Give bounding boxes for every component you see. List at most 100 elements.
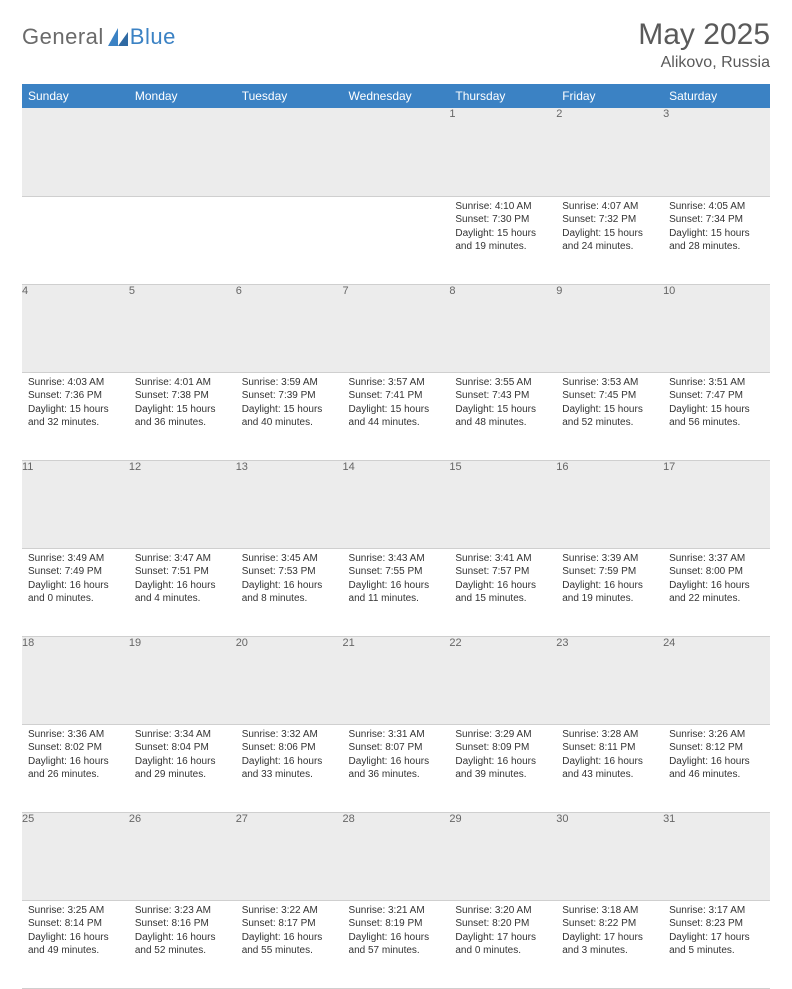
day-number-cell: 29 [449, 812, 556, 900]
day-number-cell: 31 [663, 812, 770, 900]
day-number-cell: 1 [449, 108, 556, 196]
day-number-cell: 18 [22, 636, 129, 724]
day-body: Sunrise: 3:31 AMSunset: 8:07 PMDaylight:… [343, 725, 450, 788]
day-number-cell: 27 [236, 812, 343, 900]
day-cell: Sunrise: 3:22 AMSunset: 8:17 PMDaylight:… [236, 900, 343, 988]
day-body: Sunrise: 3:37 AMSunset: 8:00 PMDaylight:… [663, 549, 770, 612]
week-row: Sunrise: 4:10 AMSunset: 7:30 PMDaylight:… [22, 196, 770, 284]
day-number-cell: 3 [663, 108, 770, 196]
day-body: Sunrise: 3:59 AMSunset: 7:39 PMDaylight:… [236, 373, 343, 436]
day-cell: Sunrise: 3:53 AMSunset: 7:45 PMDaylight:… [556, 372, 663, 460]
weekday-header: Wednesday [343, 84, 450, 108]
day-cell: Sunrise: 3:55 AMSunset: 7:43 PMDaylight:… [449, 372, 556, 460]
day-cell: Sunrise: 3:17 AMSunset: 8:23 PMDaylight:… [663, 900, 770, 988]
day-number-cell: 2 [556, 108, 663, 196]
day-number-cell: 23 [556, 636, 663, 724]
header: General Blue May 2025 Alikovo, Russia [22, 18, 770, 72]
day-body: Sunrise: 4:07 AMSunset: 7:32 PMDaylight:… [556, 197, 663, 260]
day-number-row: 45678910 [22, 284, 770, 372]
day-number-cell: 5 [129, 284, 236, 372]
day-number-cell: 7 [343, 284, 450, 372]
day-body: Sunrise: 3:28 AMSunset: 8:11 PMDaylight:… [556, 725, 663, 788]
day-number-cell: 16 [556, 460, 663, 548]
day-cell: Sunrise: 3:59 AMSunset: 7:39 PMDaylight:… [236, 372, 343, 460]
weekday-header: Friday [556, 84, 663, 108]
calendar-header-row: SundayMondayTuesdayWednesdayThursdayFrid… [22, 84, 770, 108]
day-body: Sunrise: 3:18 AMSunset: 8:22 PMDaylight:… [556, 901, 663, 964]
day-body: Sunrise: 4:05 AMSunset: 7:34 PMDaylight:… [663, 197, 770, 260]
day-number-row: 123 [22, 108, 770, 196]
calendar-table: SundayMondayTuesdayWednesdayThursdayFrid… [22, 84, 770, 989]
day-cell: Sunrise: 3:39 AMSunset: 7:59 PMDaylight:… [556, 548, 663, 636]
day-cell: Sunrise: 3:26 AMSunset: 8:12 PMDaylight:… [663, 724, 770, 812]
day-body: Sunrise: 3:53 AMSunset: 7:45 PMDaylight:… [556, 373, 663, 436]
day-body: Sunrise: 4:10 AMSunset: 7:30 PMDaylight:… [449, 197, 556, 260]
day-cell [343, 196, 450, 284]
day-number-cell: 28 [343, 812, 450, 900]
day-cell: Sunrise: 4:07 AMSunset: 7:32 PMDaylight:… [556, 196, 663, 284]
day-cell: Sunrise: 3:43 AMSunset: 7:55 PMDaylight:… [343, 548, 450, 636]
day-cell: Sunrise: 3:28 AMSunset: 8:11 PMDaylight:… [556, 724, 663, 812]
day-number-cell: 15 [449, 460, 556, 548]
day-number-cell: 8 [449, 284, 556, 372]
day-number-cell: 24 [663, 636, 770, 724]
day-number-cell: 6 [236, 284, 343, 372]
day-number-cell: 12 [129, 460, 236, 548]
day-number-cell: 10 [663, 284, 770, 372]
day-number-cell: 9 [556, 284, 663, 372]
month-title: May 2025 [638, 18, 770, 52]
day-number-cell [129, 108, 236, 196]
day-body: Sunrise: 3:55 AMSunset: 7:43 PMDaylight:… [449, 373, 556, 436]
day-cell: Sunrise: 4:01 AMSunset: 7:38 PMDaylight:… [129, 372, 236, 460]
day-number-cell: 20 [236, 636, 343, 724]
day-cell: Sunrise: 3:45 AMSunset: 7:53 PMDaylight:… [236, 548, 343, 636]
week-row: Sunrise: 3:49 AMSunset: 7:49 PMDaylight:… [22, 548, 770, 636]
day-body: Sunrise: 3:41 AMSunset: 7:57 PMDaylight:… [449, 549, 556, 612]
day-body: Sunrise: 3:25 AMSunset: 8:14 PMDaylight:… [22, 901, 129, 964]
day-number-cell: 25 [22, 812, 129, 900]
day-cell: Sunrise: 3:18 AMSunset: 8:22 PMDaylight:… [556, 900, 663, 988]
day-number-cell: 30 [556, 812, 663, 900]
day-body: Sunrise: 3:57 AMSunset: 7:41 PMDaylight:… [343, 373, 450, 436]
logo-text-blue: Blue [130, 24, 176, 50]
day-body: Sunrise: 3:39 AMSunset: 7:59 PMDaylight:… [556, 549, 663, 612]
day-number-row: 18192021222324 [22, 636, 770, 724]
day-number-cell [236, 108, 343, 196]
day-number-cell [343, 108, 450, 196]
weekday-header: Thursday [449, 84, 556, 108]
day-cell: Sunrise: 3:21 AMSunset: 8:19 PMDaylight:… [343, 900, 450, 988]
day-body: Sunrise: 4:01 AMSunset: 7:38 PMDaylight:… [129, 373, 236, 436]
day-number-cell: 19 [129, 636, 236, 724]
day-number-cell: 13 [236, 460, 343, 548]
day-number-cell: 26 [129, 812, 236, 900]
day-cell [236, 196, 343, 284]
day-cell: Sunrise: 3:57 AMSunset: 7:41 PMDaylight:… [343, 372, 450, 460]
day-cell: Sunrise: 3:31 AMSunset: 8:07 PMDaylight:… [343, 724, 450, 812]
week-row: Sunrise: 4:03 AMSunset: 7:36 PMDaylight:… [22, 372, 770, 460]
day-cell: Sunrise: 3:34 AMSunset: 8:04 PMDaylight:… [129, 724, 236, 812]
weekday-header: Tuesday [236, 84, 343, 108]
day-body: Sunrise: 3:51 AMSunset: 7:47 PMDaylight:… [663, 373, 770, 436]
day-body: Sunrise: 3:21 AMSunset: 8:19 PMDaylight:… [343, 901, 450, 964]
day-number-row: 25262728293031 [22, 812, 770, 900]
day-body: Sunrise: 3:47 AMSunset: 7:51 PMDaylight:… [129, 549, 236, 612]
day-cell: Sunrise: 4:05 AMSunset: 7:34 PMDaylight:… [663, 196, 770, 284]
day-body: Sunrise: 3:26 AMSunset: 8:12 PMDaylight:… [663, 725, 770, 788]
day-number-cell [22, 108, 129, 196]
day-number-cell: 4 [22, 284, 129, 372]
logo-mark-icon [108, 28, 128, 46]
day-body: Sunrise: 3:49 AMSunset: 7:49 PMDaylight:… [22, 549, 129, 612]
day-body: Sunrise: 3:32 AMSunset: 8:06 PMDaylight:… [236, 725, 343, 788]
day-body: Sunrise: 3:43 AMSunset: 7:55 PMDaylight:… [343, 549, 450, 612]
day-cell: Sunrise: 3:20 AMSunset: 8:20 PMDaylight:… [449, 900, 556, 988]
day-number-cell: 17 [663, 460, 770, 548]
day-cell [129, 196, 236, 284]
location-label: Alikovo, Russia [638, 54, 770, 72]
day-cell: Sunrise: 3:49 AMSunset: 7:49 PMDaylight:… [22, 548, 129, 636]
logo-text-general: General [22, 24, 104, 50]
day-number-cell: 21 [343, 636, 450, 724]
day-body: Sunrise: 3:17 AMSunset: 8:23 PMDaylight:… [663, 901, 770, 964]
day-cell: Sunrise: 3:23 AMSunset: 8:16 PMDaylight:… [129, 900, 236, 988]
day-cell: Sunrise: 3:29 AMSunset: 8:09 PMDaylight:… [449, 724, 556, 812]
day-cell: Sunrise: 3:51 AMSunset: 7:47 PMDaylight:… [663, 372, 770, 460]
